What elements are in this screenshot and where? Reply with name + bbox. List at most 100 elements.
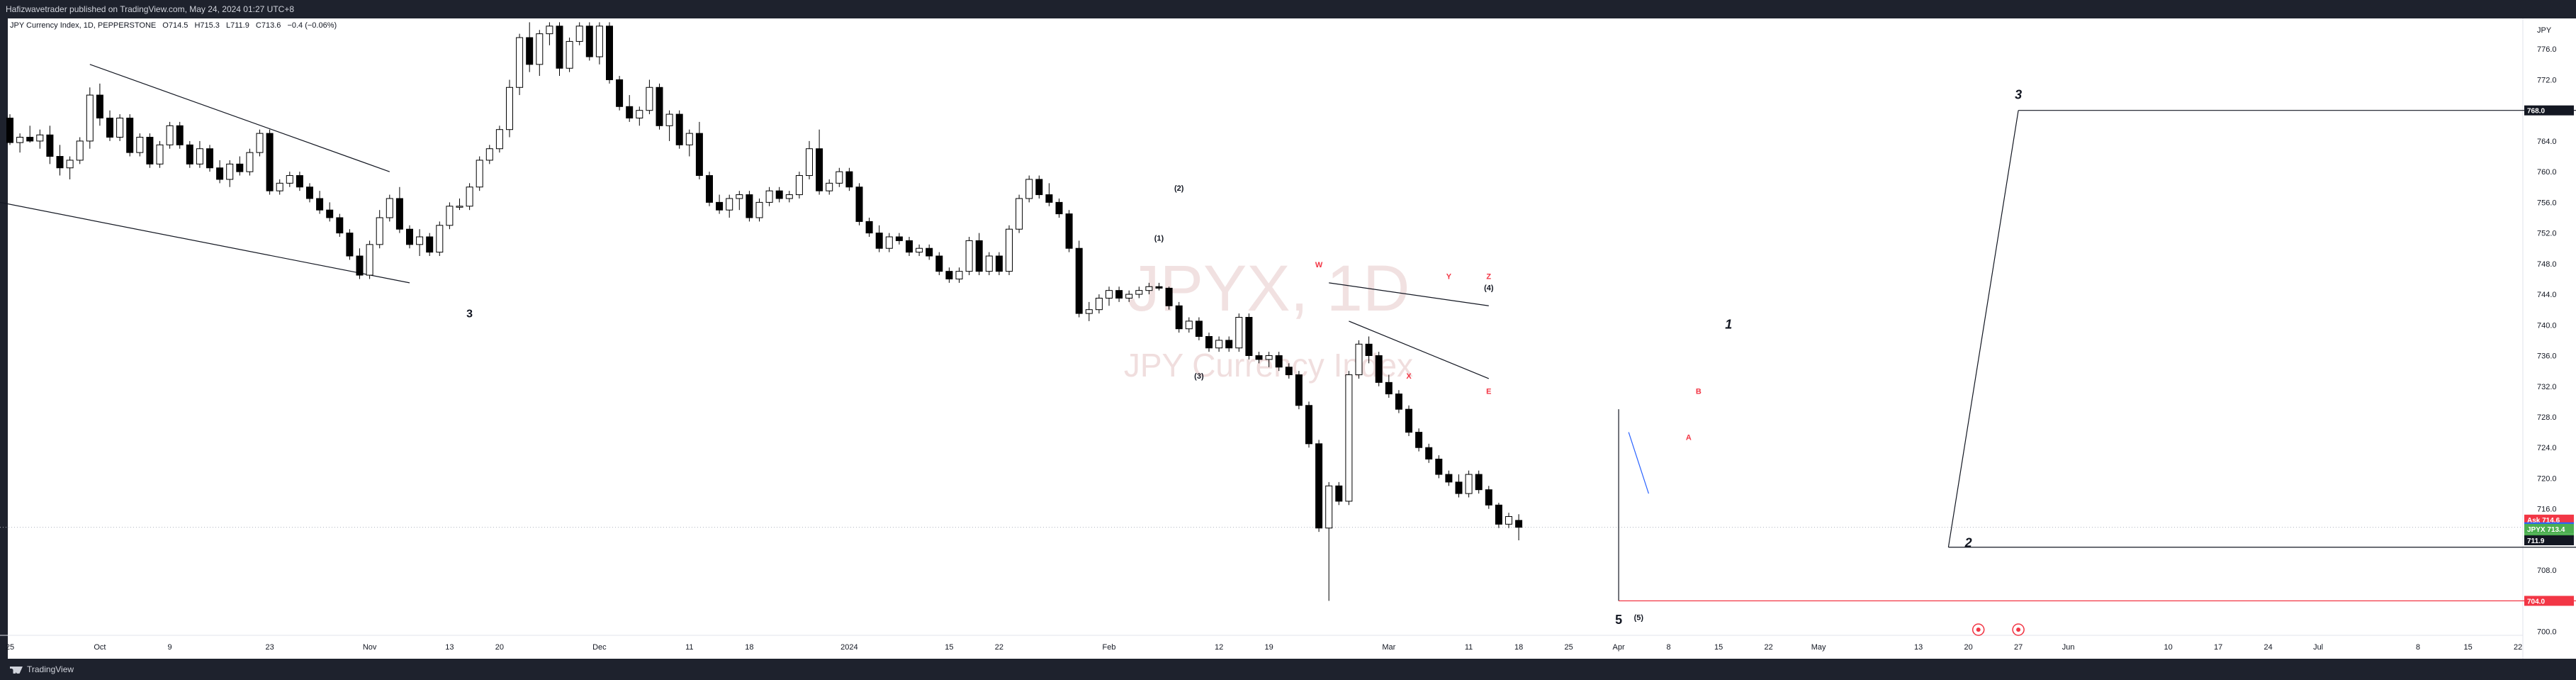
candle-body — [885, 236, 893, 249]
candle-body — [606, 26, 613, 80]
y-tick-label: 752.0 — [2537, 230, 2557, 238]
candle-body — [1165, 287, 1173, 306]
wave-label: W — [1315, 261, 1323, 269]
candle-body — [1006, 228, 1013, 272]
wave-label: 3 — [466, 308, 473, 320]
candlestick-chart[interactable]: 776.0 772.0 768.0 764.0 760.0 756.0 752.0 748.0… — [0, 18, 2576, 659]
price-marker-bg — [2524, 535, 2574, 545]
y-tick-label: 724.0 — [2537, 444, 2557, 452]
y-tick-label: 776.0 — [2537, 45, 2557, 54]
candle-body — [1515, 520, 1523, 528]
wave-label: 2 — [1964, 536, 1972, 550]
candle-body — [1035, 179, 1043, 196]
candle-body — [665, 113, 673, 126]
wave-label: (4) — [1484, 284, 1494, 293]
wave-label: Y — [1446, 272, 1452, 281]
candle-body — [546, 26, 553, 35]
publisher-note: Hafizwavetrader published on TradingView… — [6, 4, 295, 14]
candle-body — [985, 255, 993, 272]
candle-body — [1505, 515, 1512, 525]
price-marker-text: 711.9 — [2527, 537, 2545, 545]
price-marker: 704.0 — [2524, 596, 2574, 606]
candle-body — [955, 271, 963, 279]
x-tick-label: Oct — [94, 643, 106, 652]
candle-body — [646, 87, 653, 111]
wave-label: 3 — [2015, 87, 2022, 101]
candle-body — [1275, 355, 1283, 368]
candle-body — [1235, 316, 1243, 349]
x-tick-label: Mar — [1382, 643, 1395, 652]
tradingview-logo[interactable]: TradingView — [10, 659, 74, 680]
candle-body — [695, 133, 703, 177]
x-tick-label: 8 — [2416, 643, 2420, 652]
candle-body — [1385, 381, 1393, 395]
candle-body — [1255, 355, 1263, 360]
legend-symbol: JPY Currency Index, 1D, PEPPERSTONE — [10, 21, 157, 30]
y-tick-label: 740.0 — [2537, 321, 2557, 330]
candle-body — [376, 217, 383, 245]
price-marker-bg — [2524, 596, 2574, 606]
price-marker-text: 768.0 — [2527, 108, 2545, 116]
candle-body — [426, 236, 434, 253]
watermark-ticker: JPYX, 1D — [1127, 252, 1410, 325]
candle-body — [6, 117, 13, 143]
candle-body — [56, 156, 64, 169]
candle-body — [1115, 290, 1123, 299]
wave-label: B — [1696, 388, 1702, 396]
candle-body — [206, 148, 213, 169]
x-tick-label: 23 — [265, 643, 274, 652]
candle-body — [775, 190, 783, 199]
candle-body — [346, 233, 354, 257]
candle-body — [816, 148, 823, 191]
x-tick-label: 22 — [995, 643, 1003, 652]
x-tick-label: 22 — [2514, 643, 2522, 652]
candle-body — [865, 221, 873, 234]
candle-body — [685, 133, 693, 145]
candle-body — [736, 194, 743, 199]
event-icon — [1972, 623, 1985, 636]
candle-body — [1215, 340, 1223, 349]
y-tick-label: 708.0 — [2537, 567, 2557, 575]
x-tick-label: Dec — [592, 643, 607, 652]
candle-body — [595, 26, 603, 57]
watermark-name: JPY Currency Index — [1123, 347, 1414, 384]
tradingview-icon — [10, 666, 23, 674]
candle-body — [1295, 374, 1303, 406]
candle-body — [906, 240, 913, 253]
x-tick-label: 25 — [6, 643, 14, 652]
wave-label: X — [1406, 372, 1412, 381]
x-tick-label: 11 — [685, 643, 693, 652]
price-marker: Ask 714.6 — [2524, 514, 2574, 525]
x-tick-label: 15 — [945, 643, 953, 652]
candle-body — [406, 228, 413, 245]
trendline — [0, 201, 410, 284]
candle-body — [1055, 201, 1063, 215]
wave-label: E — [1486, 388, 1491, 396]
trendline — [89, 64, 390, 172]
candle-body — [566, 40, 573, 69]
x-tick-label: 19 — [1264, 643, 1273, 652]
candle-body — [1355, 343, 1363, 376]
candle-body — [575, 26, 583, 42]
chart-area[interactable] — [0, 18, 2576, 659]
x-tick-label: 11 — [1465, 643, 1473, 652]
x-tick-label: 20 — [1964, 643, 1972, 652]
candle-body — [446, 206, 454, 226]
y-tick-label: 716.0 — [2537, 506, 2557, 514]
candle-body — [96, 94, 103, 118]
candle-body — [1365, 343, 1373, 357]
candle-body — [136, 137, 144, 153]
candle-body — [66, 160, 74, 169]
currency-label: JPY — [2537, 26, 2552, 35]
candle-body — [536, 33, 544, 65]
candle-body — [1125, 294, 1133, 299]
candle-body — [656, 87, 663, 126]
x-tick-label: 27 — [2014, 643, 2023, 652]
candle-body — [1335, 485, 1343, 502]
candle-body — [716, 201, 724, 211]
candle-body — [326, 209, 334, 218]
wave-label: (5) — [1634, 613, 1644, 622]
legend-high: H715.3 — [194, 21, 220, 30]
x-tick-label: Feb — [1103, 643, 1116, 652]
chart-frame-left — [0, 18, 8, 659]
